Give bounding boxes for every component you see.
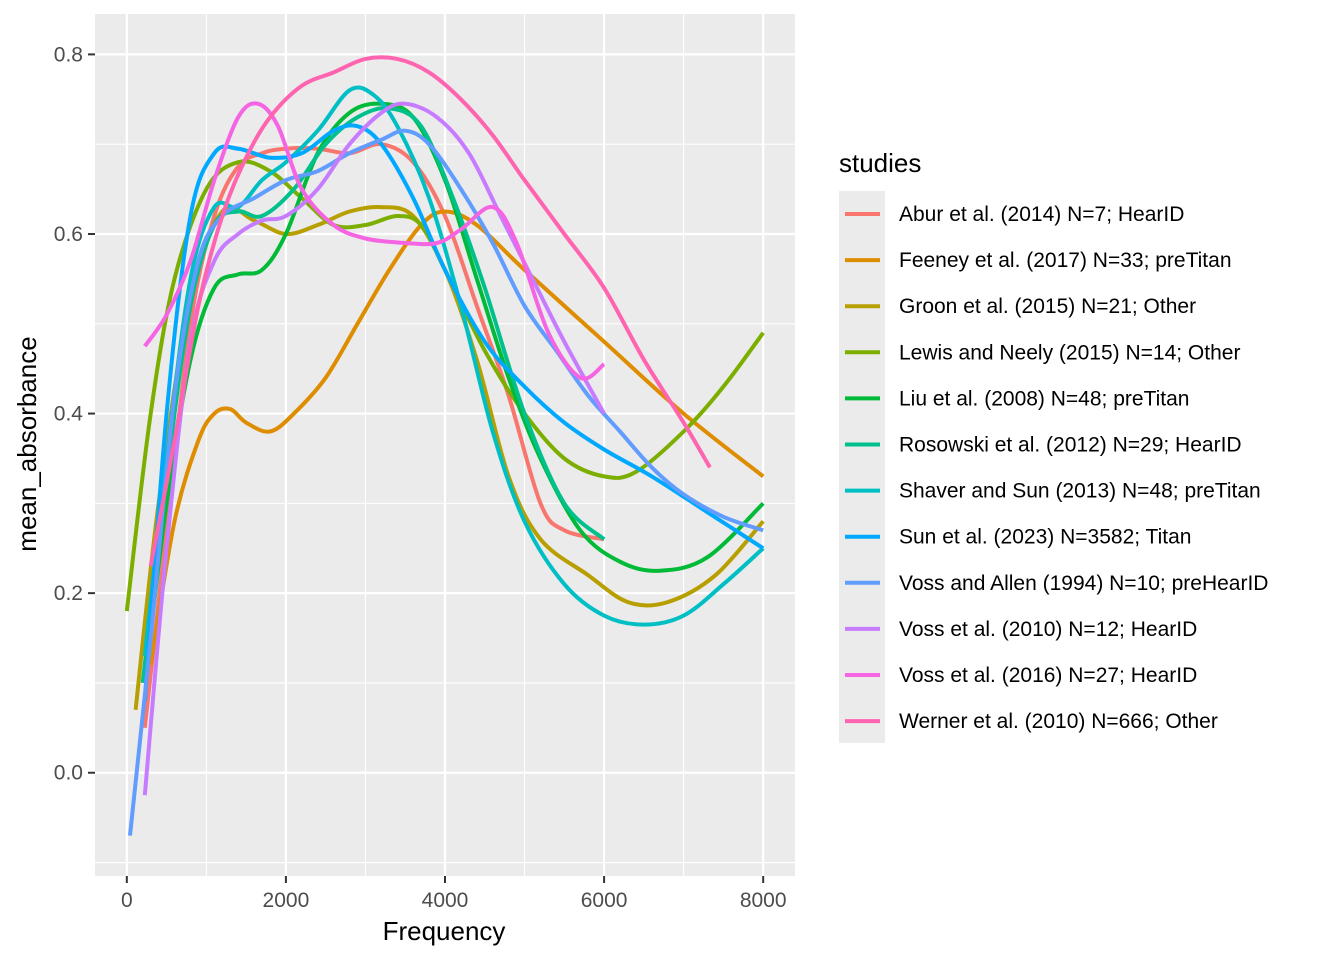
legend-label: Shaver and Sun (2013) N=48; preTitan [899, 480, 1261, 503]
legend-label: Groon et al. (2015) N=21; Other [899, 295, 1196, 318]
series-line [148, 209, 765, 666]
series-layer [124, 55, 765, 836]
x-tick-label: 2000 [263, 889, 310, 912]
series-line [140, 106, 606, 684]
series-line [143, 101, 606, 381]
legend-label: Abur et al. (2014) N=7; HearID [899, 203, 1184, 226]
legend-title: studies [839, 148, 921, 178]
series-line [148, 55, 712, 567]
legend-label: Voss et al. (2016) N=27; HearID [899, 664, 1197, 687]
series-line [142, 123, 765, 702]
x-axis: 0 2000 4000 6000 8000 [121, 876, 787, 912]
legend-label: Lewis and Neely (2015) N=14; Other [899, 341, 1240, 364]
series-line [142, 85, 765, 657]
series-line [142, 142, 605, 729]
legend-key-background [839, 191, 885, 743]
x-tick-label: 6000 [581, 889, 628, 912]
x-tick-label: 0 [121, 889, 133, 912]
legend-label: Voss et al. (2010) N=12; HearID [899, 618, 1197, 641]
legend-label: Werner et al. (2010) N=666; Other [899, 710, 1218, 733]
series-line [128, 128, 764, 836]
y-tick-label: 0.0 [54, 762, 83, 785]
legend-label: Liu et al. (2008) N=48; preTitan [899, 387, 1189, 410]
legend: studies Abur et al. (2014) N=7; HearID Fe… [839, 148, 1268, 743]
x-tick-label: 4000 [422, 889, 469, 912]
x-axis-label: Frequency [383, 916, 506, 946]
y-tick-label: 0.4 [54, 403, 84, 426]
legend-label: Voss and Allen (1994) N=10; preHearID [899, 572, 1268, 595]
legend-label: Rosowski et al. (2012) N=29; HearID [899, 434, 1242, 457]
x-tick-label: 8000 [740, 889, 787, 912]
y-tick-label: 0.8 [54, 43, 83, 66]
y-axis: 0.0 0.2 0.4 0.6 0.8 [54, 43, 95, 785]
legend-label: Feeney et al. (2017) N=33; preTitan [899, 249, 1232, 272]
legend-label: Sun et al. (2023) N=3582; Titan [899, 526, 1191, 549]
y-tick-label: 0.6 [54, 223, 83, 246]
y-axis-label: mean_absorbance [12, 336, 42, 551]
y-tick-label: 0.2 [54, 582, 83, 605]
series-line [124, 159, 765, 612]
